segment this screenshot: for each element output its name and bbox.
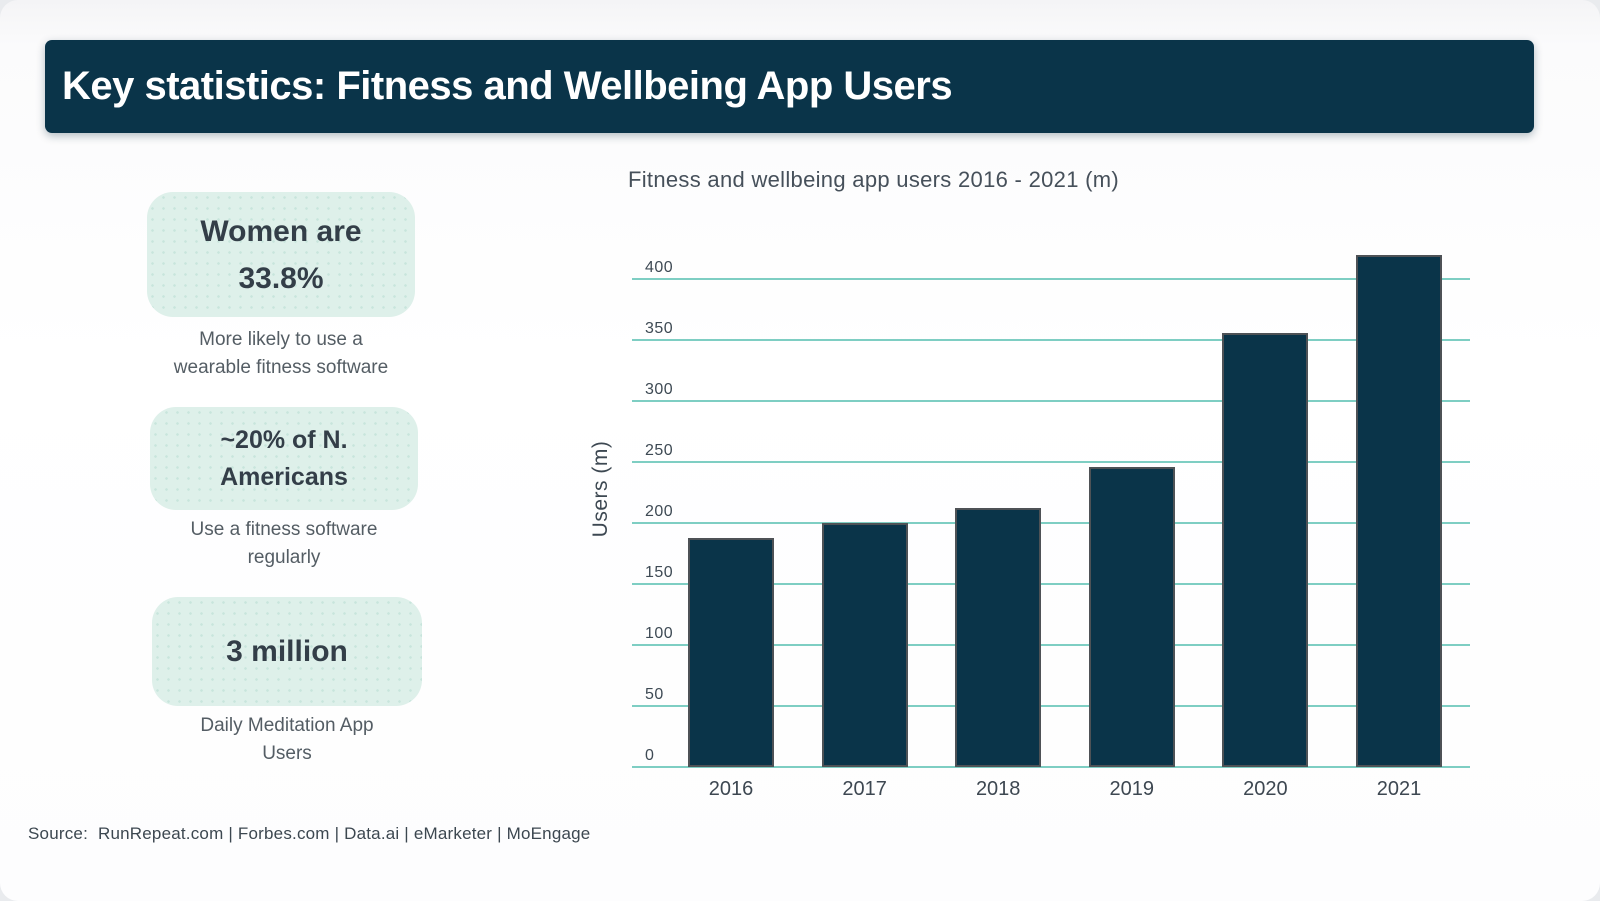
gridline: [632, 461, 1470, 463]
source-label: Source:: [28, 824, 88, 843]
bar-2017: [821, 523, 908, 767]
y-tick-label: 50: [645, 686, 664, 703]
stat-card-meditation: 3 million: [152, 597, 422, 706]
gridline: [632, 278, 1470, 280]
x-tick-label: 2016: [708, 778, 754, 800]
bar-2021: [1356, 255, 1442, 767]
caption-line: regularly: [247, 547, 321, 568]
y-tick-label: 300: [645, 381, 674, 398]
stat-value-line: 33.8%: [238, 261, 324, 295]
x-tick-label: 2019: [1109, 778, 1155, 800]
gridline: [632, 583, 1470, 585]
stat-value-line: ~20% of N.: [220, 425, 348, 454]
source-list: RunRepeat.com | Forbes.com | Data.ai | e…: [98, 824, 591, 843]
stat-card-women: Women are 33.8%: [147, 192, 415, 317]
stat-value-line: Americans: [220, 462, 348, 491]
stat-card-north-americans: ~20% of N. Americans: [150, 407, 418, 510]
stat-value-line: 3 million: [226, 634, 348, 668]
gridline: [632, 522, 1470, 524]
source-note: Source: RunRepeat.com | Forbes.com | Data…: [28, 824, 590, 844]
caption-line: More likely to use a: [199, 329, 363, 350]
y-tick-label: 350: [645, 320, 674, 337]
y-axis-label: Users (m): [589, 440, 612, 538]
x-tick-label: 2017: [842, 778, 887, 800]
gridline: [632, 339, 1470, 341]
page-title: Key statistics: Fitness and Wellbeing Ap…: [62, 64, 953, 108]
gridline: [632, 644, 1470, 646]
x-tick-label: 2021: [1376, 778, 1422, 800]
y-tick-label: 150: [645, 564, 674, 581]
stat-caption-north-americans: Use a fitness software regularly: [104, 516, 464, 572]
x-tick-label: 2020: [1243, 778, 1288, 800]
stat-value-line: Women are: [200, 214, 362, 248]
caption-line: wearable fitness software: [173, 357, 389, 378]
x-tick-label: 2018: [975, 778, 1021, 800]
gridline: [632, 705, 1470, 707]
header-banner: Key statistics: Fitness and Wellbeing Ap…: [45, 40, 1534, 133]
gridline: [632, 766, 1470, 768]
y-tick-label: 400: [645, 259, 674, 276]
chart-title: Fitness and wellbeing app users 2016 - 2…: [628, 167, 1120, 192]
caption-line: Daily Meditation App: [200, 715, 374, 736]
bar-2020: [1222, 333, 1309, 767]
y-tick-label: 0: [645, 747, 655, 764]
stat-caption-meditation: Daily Meditation App Users: [107, 712, 467, 768]
bar-2019: [1088, 467, 1175, 767]
bar-2016: [688, 538, 774, 767]
chart-plot: 0 50 100 150 200 250 300 350 400 2016 2017 2018 2019…: [632, 240, 1470, 800]
y-tick-label: 200: [645, 503, 674, 520]
gridline: [632, 400, 1470, 402]
y-tick-label: 250: [645, 442, 674, 459]
stat-caption-women: More likely to use a wearable fitness so…: [101, 326, 461, 382]
y-tick-label: 100: [645, 625, 674, 642]
bar-2018: [955, 508, 1042, 767]
caption-line: Use a fitness software: [190, 519, 378, 540]
caption-line: Users: [262, 743, 312, 764]
